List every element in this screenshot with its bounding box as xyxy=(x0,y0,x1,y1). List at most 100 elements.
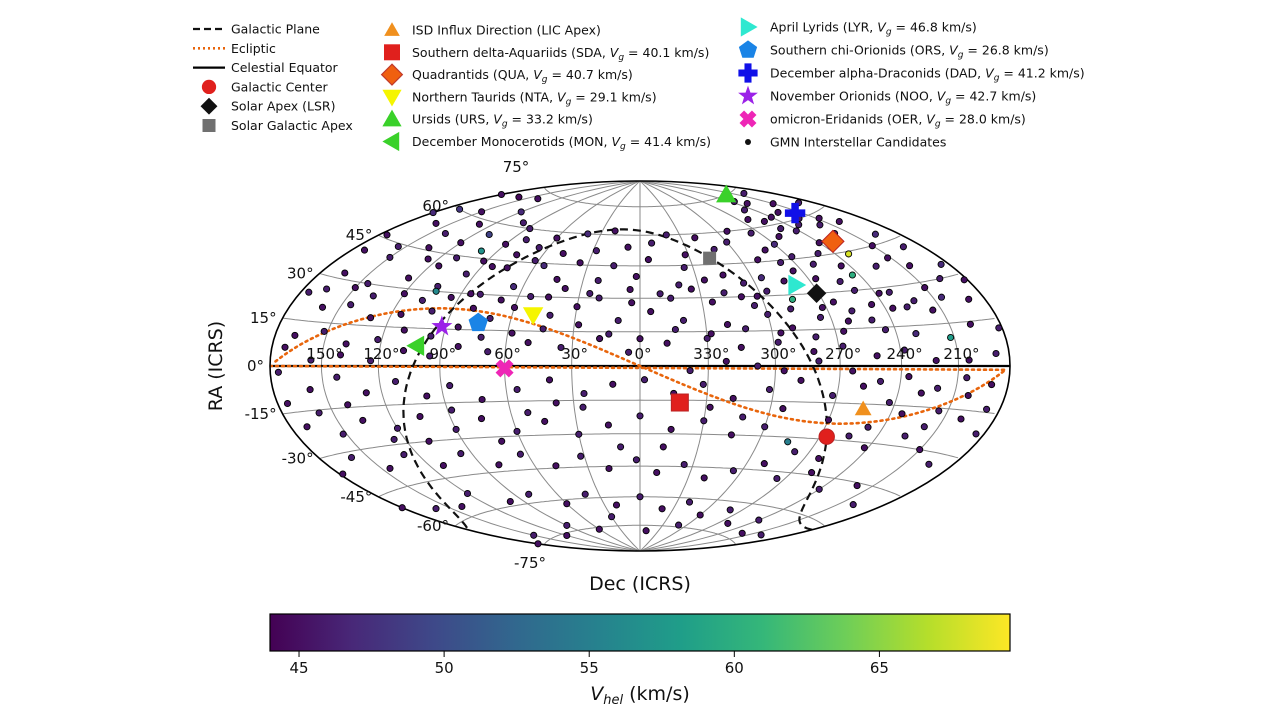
candidate-point xyxy=(524,339,532,347)
candidate-point xyxy=(686,367,694,375)
candidate-point xyxy=(675,521,683,529)
candidate-point xyxy=(835,217,843,226)
candidate-point xyxy=(610,262,618,270)
candidate-point xyxy=(274,368,282,376)
candidate-point xyxy=(995,324,1003,332)
candidate-point xyxy=(524,409,532,417)
candidate-point xyxy=(608,513,616,521)
candidate-point xyxy=(844,317,852,325)
candidate-point xyxy=(418,296,426,304)
candidate-point xyxy=(767,213,775,221)
legend-marker-swatch xyxy=(200,97,218,115)
candidate-point xyxy=(905,373,913,381)
candidate-point xyxy=(784,438,792,446)
candidate-point xyxy=(963,374,971,382)
candidate-point xyxy=(458,502,466,511)
candidate-point xyxy=(320,327,328,335)
colorbar-tick-label: 50 xyxy=(435,659,454,677)
legend-marker-swatch xyxy=(382,131,400,152)
candidate-point xyxy=(903,303,911,311)
candidate-point xyxy=(653,468,661,477)
lon-tick-label: 90° xyxy=(430,345,457,363)
candidate-point xyxy=(707,330,715,338)
candidate-point xyxy=(983,405,991,413)
candidate-point xyxy=(398,504,406,512)
candidate-point xyxy=(341,269,349,277)
candidate-point xyxy=(960,276,968,284)
candidate-point xyxy=(675,281,683,289)
candidate-point xyxy=(534,195,542,203)
candidate-point xyxy=(873,352,881,360)
legend-entry: Northern Taurids (NTA, Vg = 29.1 km/s) xyxy=(382,89,657,107)
quadrantids-qua-marker xyxy=(821,229,845,254)
lon-tick-label: 120° xyxy=(363,345,399,363)
candidate-point xyxy=(573,303,581,311)
legend-marker-swatch xyxy=(202,119,216,132)
galactic-plane-line xyxy=(798,436,828,531)
candidate-point xyxy=(508,329,516,337)
candidate-point xyxy=(900,346,908,354)
candidate-point xyxy=(333,373,341,381)
legend-entry: ISD Influx Direction (LIC Apex) xyxy=(384,22,601,38)
candidate-point xyxy=(526,225,534,233)
candidate-point xyxy=(720,289,728,297)
candidate-point xyxy=(921,284,929,292)
candidate-point xyxy=(342,340,350,348)
legend-marker-swatch xyxy=(382,89,402,107)
candidate-point xyxy=(636,412,644,420)
candidate-point xyxy=(816,221,824,229)
legend-marker-swatch xyxy=(745,139,751,145)
candidate-point xyxy=(699,380,707,388)
candidate-point xyxy=(663,339,671,347)
candidate-point xyxy=(609,380,617,388)
candidate-point xyxy=(706,403,714,411)
candidate-point xyxy=(347,301,355,309)
candidate-point xyxy=(662,231,670,239)
lat-tick-label: -30° xyxy=(282,450,314,468)
candidate-point xyxy=(374,336,382,344)
candidate-point xyxy=(561,284,569,293)
candidate-point xyxy=(777,225,785,233)
candidate-point xyxy=(531,257,539,265)
candidate-point xyxy=(478,208,486,216)
candidate-point xyxy=(364,280,372,288)
candidate-point xyxy=(383,231,391,239)
candidate-point xyxy=(667,425,675,433)
candidate-point xyxy=(611,227,619,235)
candidate-point xyxy=(545,293,553,301)
candidate-point xyxy=(868,316,876,324)
shower-markers xyxy=(406,184,872,445)
candidate-point xyxy=(632,272,640,281)
candidate-point xyxy=(506,497,514,506)
candidate-point xyxy=(426,352,434,360)
legend-label: omicron-Eridanids (OER, Vg = 28.0 km/s) xyxy=(770,112,1026,130)
candidate-point xyxy=(628,299,636,307)
candidate-point xyxy=(427,332,435,340)
candidate-point xyxy=(454,323,462,331)
legend-label: Quadrantids (QUA, Vg = 40.7 km/s) xyxy=(412,67,633,85)
candidate-point xyxy=(788,253,796,261)
candidate-point xyxy=(497,190,505,199)
candidate-point xyxy=(391,377,400,386)
candidate-point xyxy=(477,415,486,423)
candidate-point xyxy=(497,296,505,304)
candidate-point xyxy=(884,254,892,262)
legend-entry: December Monocerotids (MON, Vg = 41.4 km… xyxy=(382,131,711,152)
legend-marker-swatch xyxy=(740,17,758,37)
candidate-point xyxy=(740,189,748,197)
candidate-point xyxy=(644,256,652,264)
legend-entry: Solar Apex (LSR) xyxy=(200,97,336,115)
candidate-point xyxy=(486,314,494,322)
legend-marker-swatch xyxy=(382,109,402,127)
lon-tick-label: 300° xyxy=(760,345,796,363)
legend-entry: Ecliptic xyxy=(193,41,276,56)
legend-label: Ursids (URS, Vg = 33.2 km/s) xyxy=(412,112,593,130)
candidate-point xyxy=(541,417,549,425)
candidate-point xyxy=(947,333,955,342)
candidate-point xyxy=(318,303,327,311)
solar-apex-lsr-marker xyxy=(806,283,827,304)
legend-label: December Monocerotids (MON, Vg = 41.4 km… xyxy=(412,134,711,152)
candidate-point xyxy=(563,500,571,508)
candidate-point xyxy=(845,250,853,258)
